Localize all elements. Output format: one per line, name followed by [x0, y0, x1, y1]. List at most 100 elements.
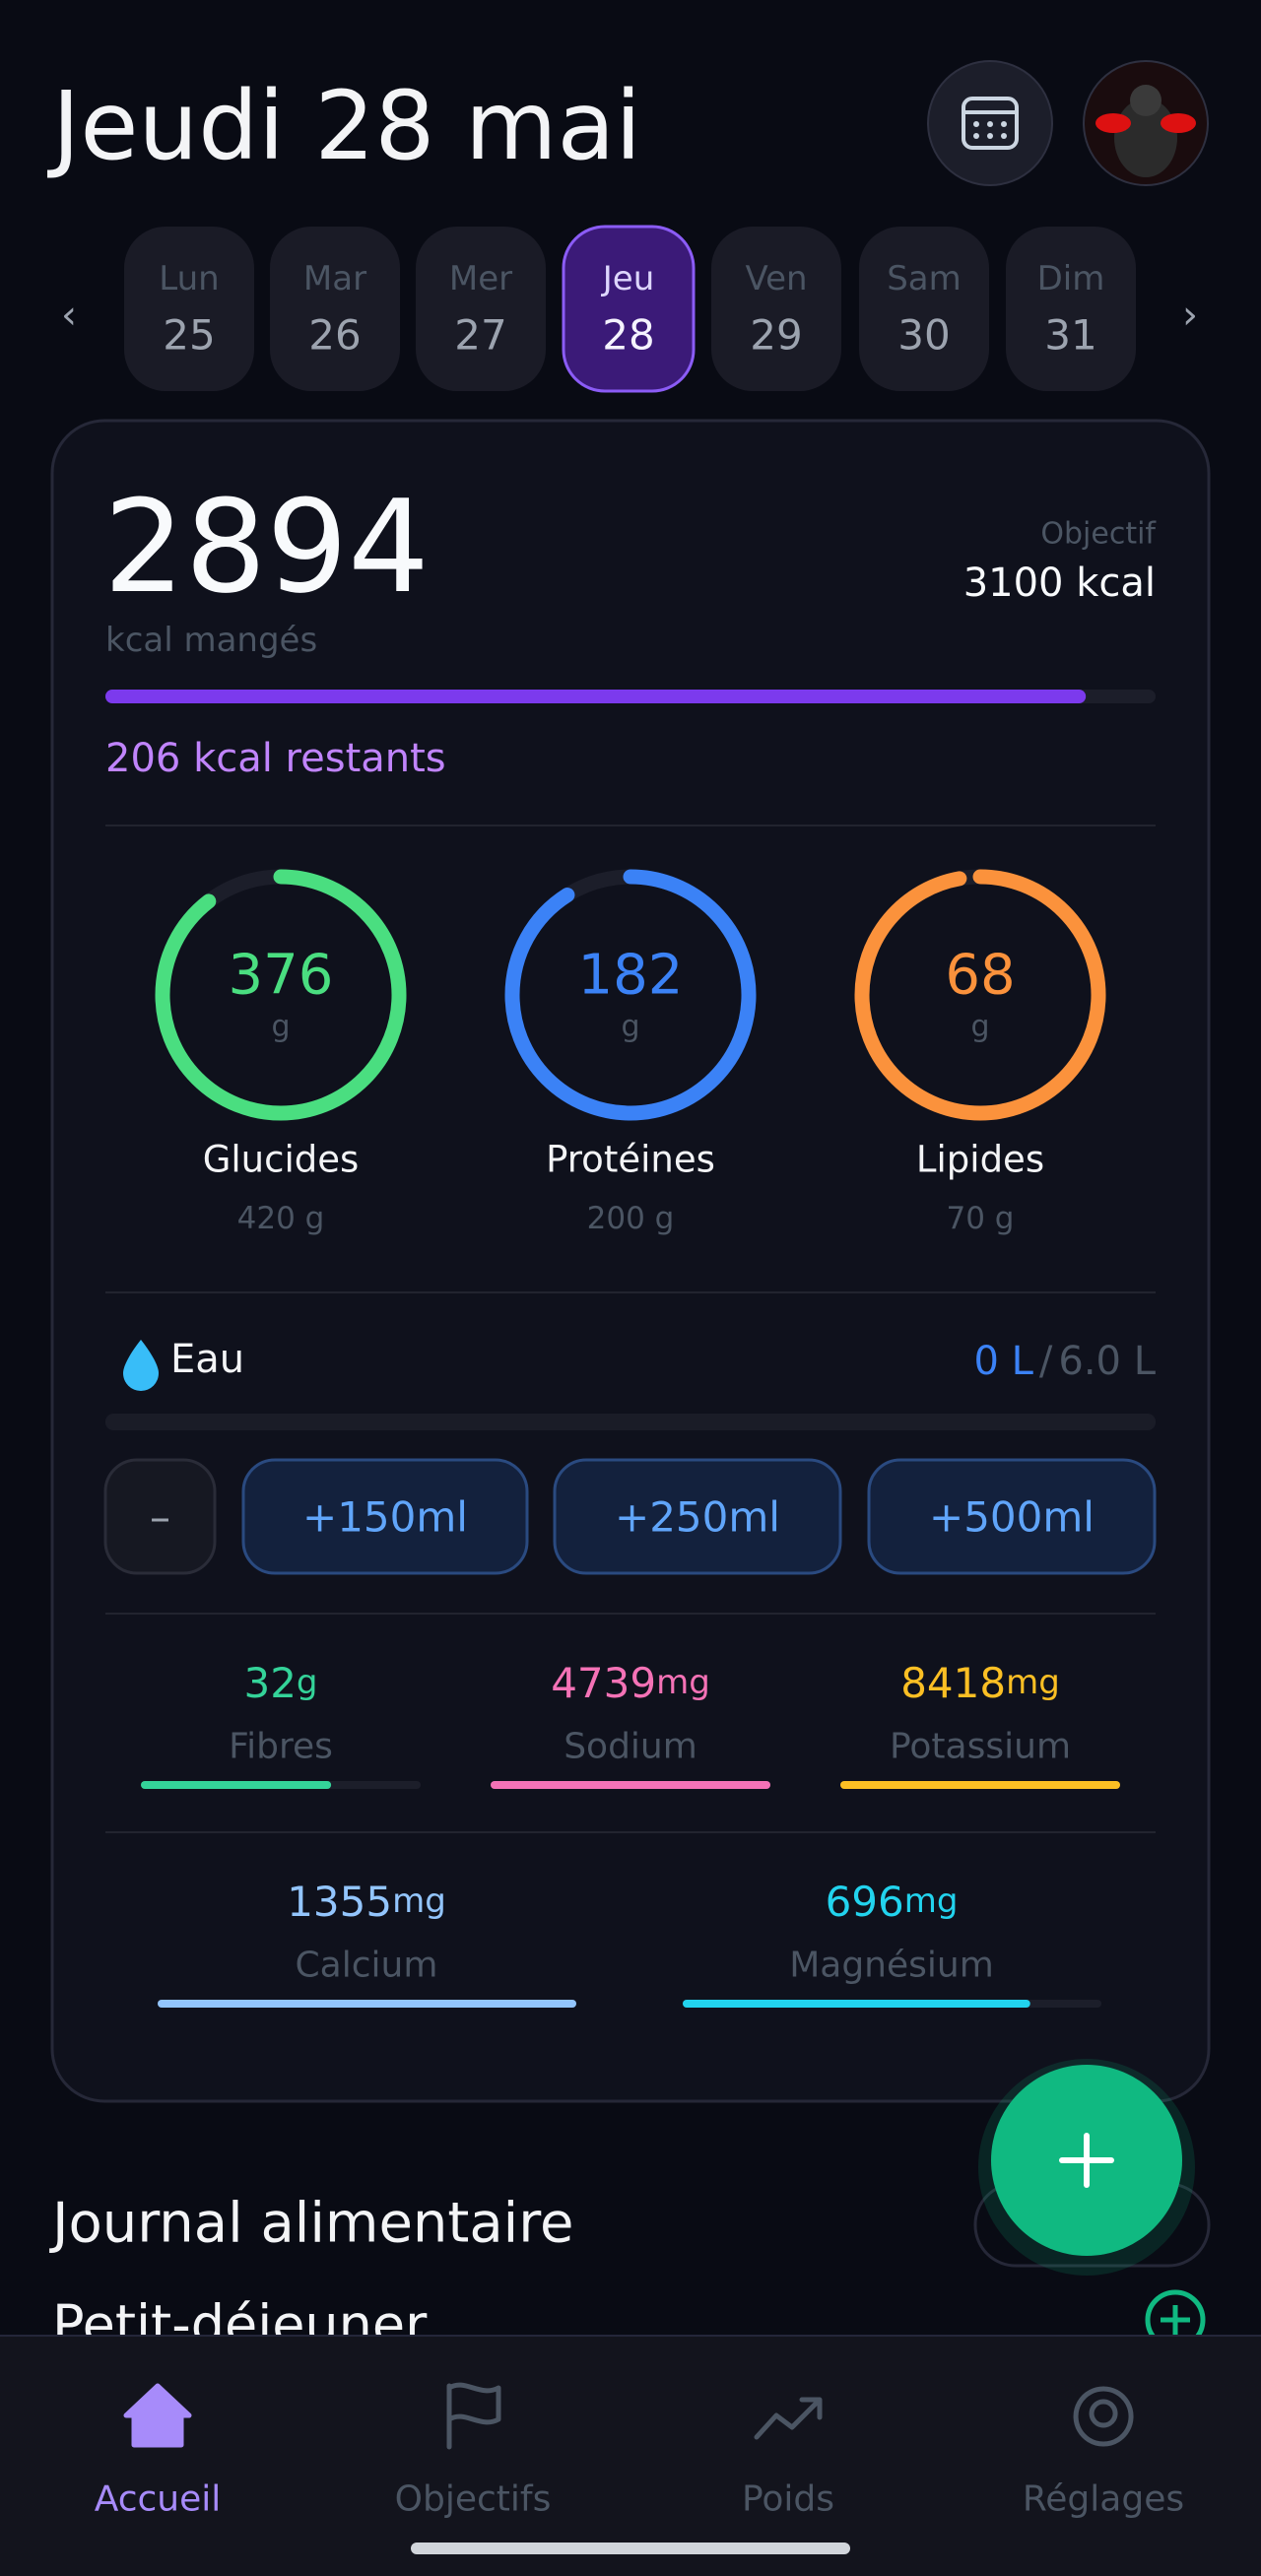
prev-week[interactable]: ‹ [61, 293, 77, 338]
mineral-unit: mg [904, 1882, 959, 1921]
day-pill[interactable]: Mar 26 [270, 227, 400, 391]
mineral-name: Fibres [229, 1727, 333, 1767]
calendar-button[interactable] [927, 60, 1053, 186]
day-pill-bg [1006, 227, 1136, 391]
mineral-bar [840, 1781, 1120, 1789]
nav-item[interactable]: Objectifs [395, 2382, 552, 2520]
add-food-fab[interactable] [978, 2059, 1195, 2276]
water-button-bg [553, 1458, 842, 1575]
nav-label: Objectifs [395, 2479, 552, 2520]
day-number: 27 [454, 311, 506, 360]
macro-target: 70 g [947, 1201, 1015, 1236]
macro-ring [854, 869, 1106, 1121]
mineral-bar [158, 2000, 576, 2008]
date-title: Jeudi 28 mai [47, 71, 641, 181]
day-name: Mar [303, 259, 366, 298]
day-number: 26 [308, 311, 361, 360]
mineral-name: Calcium [296, 1946, 438, 1986]
day-number: 28 [602, 311, 654, 360]
day-pill-bg [416, 227, 546, 391]
mineral: 4739mg Sodium [491, 1659, 770, 1789]
mineral-bar [141, 1781, 332, 1789]
day-pill[interactable]: Lun 25 [124, 227, 254, 391]
water-button[interactable]: – [103, 1458, 217, 1575]
next-week[interactable]: › [1182, 293, 1198, 338]
water-button-label: +150ml [302, 1493, 468, 1542]
nav-item[interactable]: Poids [742, 2397, 834, 2520]
water-goal: 6.0 L [1058, 1339, 1156, 1384]
mineral-bar [491, 1781, 770, 1789]
goal-value: 3100 kcal [963, 561, 1156, 606]
mineral: 1355mg Calcium [158, 1878, 576, 2008]
day-pill-bg [711, 227, 841, 391]
day-pill-bg [562, 225, 696, 393]
mineral-amount: 696mg [826, 1878, 959, 1926]
mineral-unit: g [297, 1663, 318, 1702]
day-name: Sam [887, 259, 962, 298]
day-pill-bg [859, 227, 989, 391]
mineral-unit: mg [1006, 1663, 1060, 1702]
avatar[interactable] [1083, 60, 1209, 186]
nav-label: Réglages [1023, 2479, 1184, 2520]
water-button[interactable]: +250ml [553, 1458, 842, 1575]
macro-target: 420 g [237, 1201, 325, 1236]
water-current: 0 L [973, 1339, 1033, 1384]
nav-item[interactable]: Accueil [95, 2383, 222, 2520]
mineral-amount: 8418mg [900, 1659, 1060, 1707]
day-number: 25 [163, 311, 215, 360]
water-button[interactable]: +500ml [867, 1458, 1157, 1575]
kcal-remaining: 206 kcal restants [105, 736, 446, 781]
macro-unit: g [271, 1010, 290, 1044]
macro-name: Glucides [203, 1139, 360, 1181]
water-track [105, 1414, 1156, 1430]
nav-label: Poids [742, 2479, 834, 2520]
nav-label: Accueil [95, 2479, 222, 2520]
nav-icon [754, 2397, 823, 2440]
day-pill[interactable]: Mer 27 [416, 227, 546, 391]
day-number: 31 [1044, 311, 1096, 360]
macro-unit: g [970, 1010, 989, 1044]
mineral-name: Potassium [890, 1727, 1071, 1767]
mineral: 32g Fibres [141, 1659, 421, 1789]
journal-title: Journal alimentaire [49, 2192, 573, 2256]
macro-name: Protéines [546, 1139, 715, 1181]
water-label: Eau [170, 1337, 244, 1382]
mineral: 8418mg Potassium [840, 1659, 1120, 1789]
water-amount: 0 L/6.0 L [973, 1339, 1156, 1384]
water-button-bg [867, 1458, 1157, 1575]
macro-unit: g [621, 1010, 639, 1044]
water-separator: / [1039, 1339, 1053, 1384]
mineral-name: Magnésium [789, 1946, 994, 1986]
kcal-progress [105, 690, 1087, 703]
day-pill[interactable]: Sam 30 [859, 227, 989, 391]
mineral-value: 696 [826, 1878, 904, 1926]
day-pill[interactable]: Jeu 28 [562, 225, 696, 393]
water-button[interactable]: +150ml [241, 1458, 529, 1575]
home-indicator [411, 2543, 850, 2554]
water-button-label: – [150, 1493, 170, 1542]
water-button-bg [103, 1458, 217, 1575]
day-name: Dim [1037, 259, 1105, 298]
water-button-label: +500ml [929, 1493, 1095, 1542]
water-button-bg [241, 1458, 529, 1575]
nav-icon [446, 2382, 501, 2450]
day-name: Mer [449, 259, 512, 298]
mineral-bar [683, 2000, 1030, 2008]
nav-icon [123, 2383, 192, 2448]
mineral-amount: 1355mg [287, 1878, 446, 1926]
nav-item[interactable]: Réglages [1023, 2386, 1184, 2520]
macro: 68g Lipides 70 g [854, 869, 1106, 1236]
macro-value: 376 [229, 944, 334, 1008]
mineral-value: 8418 [900, 1659, 1006, 1707]
day-pill[interactable]: Dim 31 [1006, 227, 1136, 391]
macro-ring [155, 869, 407, 1121]
mineral-unit: mg [656, 1663, 710, 1702]
mineral-name: Sodium [564, 1727, 697, 1767]
day-pill[interactable]: Ven 29 [711, 227, 841, 391]
mineral-value: 4739 [551, 1659, 656, 1707]
macro-ring [504, 869, 757, 1121]
